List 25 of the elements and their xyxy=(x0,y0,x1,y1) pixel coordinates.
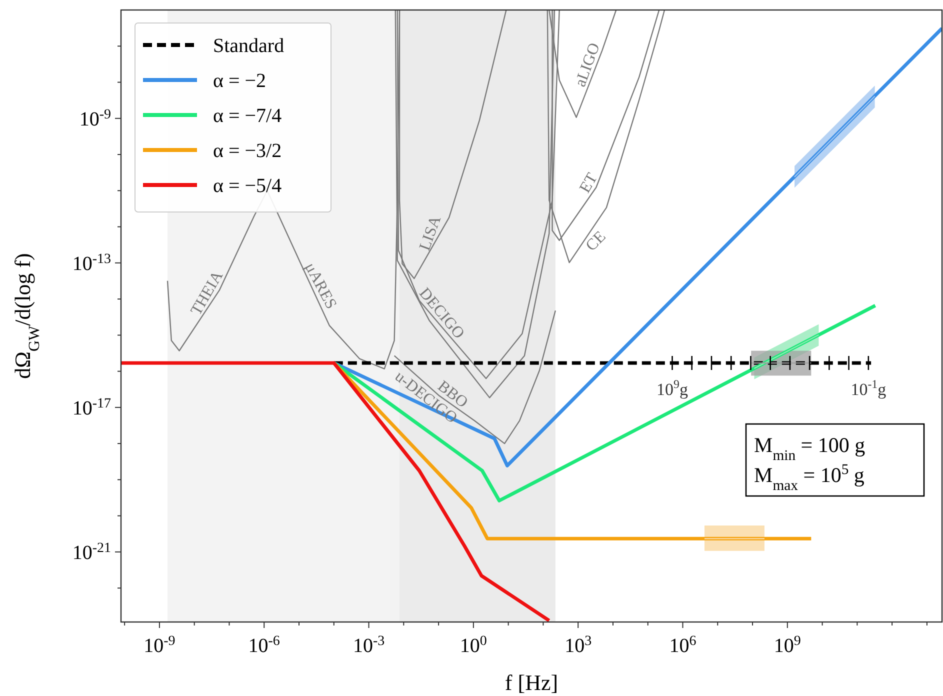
legend-label: α = −2 xyxy=(213,70,266,92)
y-tick-label: 10$^{-17}$ xyxy=(72,396,111,420)
x-tick-label: 10$^{-6}$ xyxy=(248,634,280,657)
annotation: aLIGO xyxy=(572,40,604,90)
legend-label: Standard xyxy=(213,35,284,57)
y-tick-label: 10$^{-13}$ xyxy=(72,251,111,275)
legend-label: α = −7/4 xyxy=(213,105,282,127)
x-tick-label: 10$^{-3}$ xyxy=(352,634,385,657)
x-tick-label: 10$^{3}$ xyxy=(564,634,592,657)
annotation: ET xyxy=(576,170,602,196)
x-axis-title: f [Hz] xyxy=(504,670,558,695)
legend-label: α = −5/4 xyxy=(213,175,282,197)
x-tick-label: 10$^{6}$ xyxy=(669,634,696,657)
y-tick-label: 10$^{-21}$ xyxy=(72,540,111,564)
legend-label: α = −3/2 xyxy=(213,140,282,162)
annotation: 10$^{-1}$g xyxy=(850,376,887,399)
x-tick-label: 10$^{-9}$ xyxy=(144,634,176,657)
y-tick-label: 10$^{-9}$ xyxy=(79,106,111,130)
x-tick-label: 10$^{9}$ xyxy=(774,634,801,657)
annotation: 10$^{9}$g xyxy=(656,376,688,399)
annotation: M$_{max}$ = 10$^{5}$ g xyxy=(754,462,865,494)
annotation: CE xyxy=(582,228,610,255)
x-tick-label: 10$^{0}$ xyxy=(460,634,487,657)
annotation: LISA xyxy=(416,213,445,253)
annotation: M$_{min}$ = 100 g xyxy=(754,433,866,464)
